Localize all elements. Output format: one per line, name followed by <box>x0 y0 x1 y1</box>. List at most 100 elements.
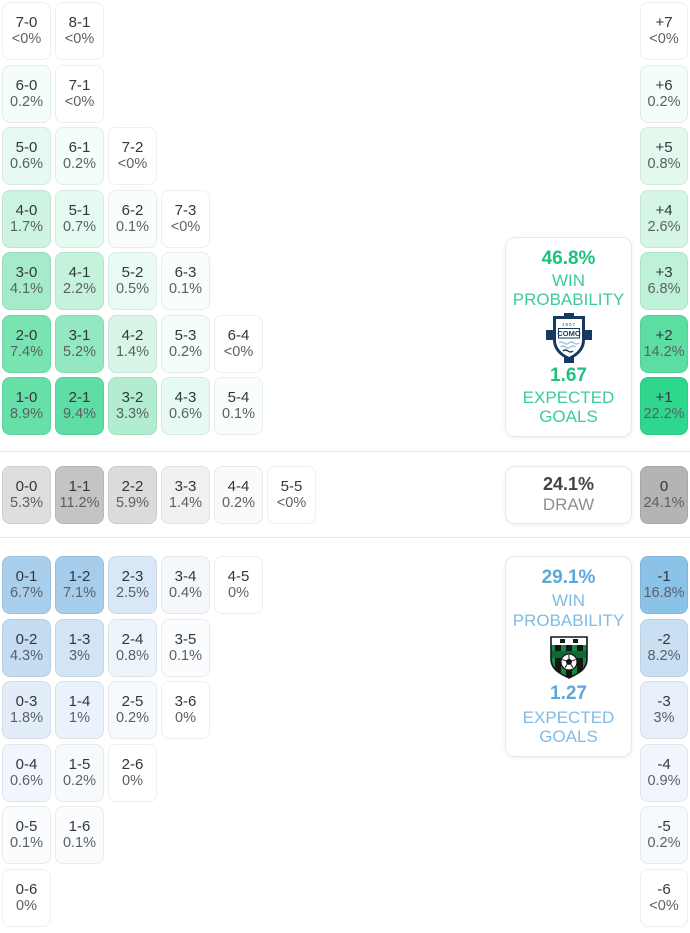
away-team-badge <box>547 634 591 680</box>
cell-score: 3-1 <box>68 326 91 344</box>
cell-score: 7-2 <box>121 139 144 157</box>
cell-score: 5-1 <box>68 201 91 219</box>
away-score-cell: 1-6 0.1% <box>55 806 104 864</box>
away-score-cell: 1-5 0.2% <box>55 743 104 802</box>
cell-probability: 0.1% <box>9 835 44 852</box>
cell-score: 2-1 <box>68 389 91 407</box>
home-score-cell: 5-2 0.5% <box>108 252 157 310</box>
draw-score-cell: 3-3 1.4% <box>161 466 210 524</box>
away-expected-goals-label: EXPECTED GOALS <box>522 707 615 746</box>
away-score-row: 0-5 0.1% 1-6 0.1% <box>2 806 263 864</box>
cell-probability: 0.2% <box>9 93 44 110</box>
cell-probability: 9.4% <box>62 406 97 423</box>
home-score-cell: 1-0 8.9% <box>2 377 51 435</box>
cell-score: 0-2 <box>15 630 38 648</box>
home-score-cell: 6-1 0.2% <box>55 127 104 185</box>
cell-probability: 0.1% <box>115 218 150 235</box>
cell-score: +5 <box>655 139 673 157</box>
away-score-cell: 0-5 0.1% <box>2 806 51 864</box>
away-score-cell: 3-6 0% <box>161 681 210 739</box>
cell-score: 6-3 <box>174 264 197 282</box>
home-score-row: 2-0 7.4% 3-1 5.2% 4-2 1.4% 5-3 0.2% 6-4 <0% <box>2 314 263 373</box>
home-score-cell: 3-2 3.3% <box>108 377 157 435</box>
draw-score-cell: 1-1 11.2% <box>55 466 104 524</box>
cell-probability: <0% <box>649 31 679 48</box>
cell-score: 1-0 <box>15 389 38 407</box>
cell-probability: 0.1% <box>168 281 203 298</box>
home-goal-diff-cell: +4 2.6% <box>640 189 688 248</box>
cell-score: +6 <box>655 76 673 94</box>
draw-score-cell: 5-5 <0% <box>267 466 316 524</box>
away-score-row: 0-6 0% <box>2 868 263 927</box>
cell-probability: 22.2% <box>643 406 685 423</box>
cell-probability: 3% <box>653 710 675 727</box>
cell-probability: <0% <box>64 31 95 48</box>
section-divider-top <box>0 451 690 452</box>
cell-probability: 0% <box>228 585 249 602</box>
away-score-cell: 1-3 3% <box>55 618 104 677</box>
cell-score: 4-5 <box>227 568 250 586</box>
away-score-cell: 0-4 0.6% <box>2 743 51 802</box>
home-goal-diff-cell: +1 22.2% <box>640 377 688 435</box>
away-score-cell: 0-6 0% <box>2 868 51 927</box>
cell-probability: 14.2% <box>643 343 685 360</box>
draw-score-row: 0-0 5.3% 1-1 11.2% 2-2 5.9% 3-3 1.4% 4-4 0.2% 5-5 <… <box>2 466 316 524</box>
home-expected-goals-label: EXPECTED GOALS <box>522 387 615 426</box>
cell-probability: 2.6% <box>647 218 681 235</box>
cell-score: 8-1 <box>68 14 91 32</box>
cell-probability: 1.8% <box>9 710 44 727</box>
cell-score: 0-3 <box>15 693 38 711</box>
away-win-probability-label: WIN PROBABILITY <box>512 591 625 630</box>
home-score-cell: 6-4 <0% <box>214 314 263 373</box>
cell-probability: 0.2% <box>168 343 203 360</box>
away-goal-diff-cell: -3 3% <box>640 681 688 739</box>
cell-probability: 8.9% <box>9 406 44 423</box>
cell-score: -2 <box>657 630 671 648</box>
draw-score-cell: 0-0 5.3% <box>2 466 51 524</box>
cell-score: 0-1 <box>15 568 38 586</box>
cell-score: -6 <box>657 880 671 898</box>
home-score-row: 4-0 1.7% 5-1 0.7% 6-2 0.1% 7-3 <0% <box>2 189 263 248</box>
cell-probability: 0.6% <box>9 772 44 789</box>
home-score-cell: 7-0 <0% <box>2 2 51 60</box>
home-score-cell: 5-1 0.7% <box>55 189 104 248</box>
away-score-cell: 3-4 0.4% <box>161 556 210 614</box>
home-score-cell: 4-3 0.6% <box>161 377 210 435</box>
away-score-grid: 0-1 6.7% 1-2 7.1% 2-3 2.5% 3-4 0.4% 4-5 0% 0-2 4.3… <box>2 556 263 927</box>
cell-probability: 3.3% <box>115 406 150 423</box>
away-goal-diff-cell: -2 8.2% <box>640 618 688 677</box>
home-score-cell: 4-1 2.2% <box>55 252 104 310</box>
home-score-row: 1-0 8.9% 2-1 9.4% 3-2 3.3% 4-3 0.6% 5-4 0.1% <box>2 377 263 435</box>
como-badge: 1907 COMO <box>545 312 592 363</box>
cell-score: 1-2 <box>68 568 91 586</box>
como-badge-year: 1907 <box>561 322 575 327</box>
draw-goal-diff-column: 0 24.1% <box>640 466 688 524</box>
away-goal-diff-cell: -6 <0% <box>640 868 688 927</box>
cell-score: 2-5 <box>121 693 144 711</box>
home-score-cell: 5-4 0.1% <box>214 377 263 435</box>
cell-score: 1-5 <box>68 755 91 773</box>
cell-score: 3-5 <box>174 630 197 648</box>
cell-score: 4-3 <box>174 389 197 407</box>
cell-score: -3 <box>657 693 671 711</box>
cell-score: 5-0 <box>15 139 38 157</box>
cell-score: 0-0 <box>15 478 38 496</box>
home-score-cell: 5-0 0.6% <box>2 127 51 185</box>
cell-score: 5-3 <box>174 326 197 344</box>
away-score-cell: 2-4 0.8% <box>108 618 157 677</box>
away-score-cell: 3-5 0.1% <box>161 618 210 677</box>
cell-score: 1-1 <box>68 478 91 496</box>
cell-probability: 0.6% <box>9 156 44 173</box>
cell-probability: <0% <box>117 156 148 173</box>
cell-score: 3-3 <box>174 478 197 496</box>
cell-score: 4-2 <box>121 326 144 344</box>
home-goal-diff-cell: +2 14.2% <box>640 314 688 373</box>
cell-probability: 5.3% <box>9 495 44 512</box>
draw-score-cell: 2-2 5.9% <box>108 466 157 524</box>
cell-score: 2-2 <box>121 478 144 496</box>
cell-probability: 0.8% <box>647 156 681 173</box>
cell-probability: 0% <box>122 772 143 789</box>
home-score-cell: 4-2 1.4% <box>108 314 157 373</box>
cell-probability: 24.1% <box>643 495 685 512</box>
cell-probability: 7.1% <box>62 585 97 602</box>
